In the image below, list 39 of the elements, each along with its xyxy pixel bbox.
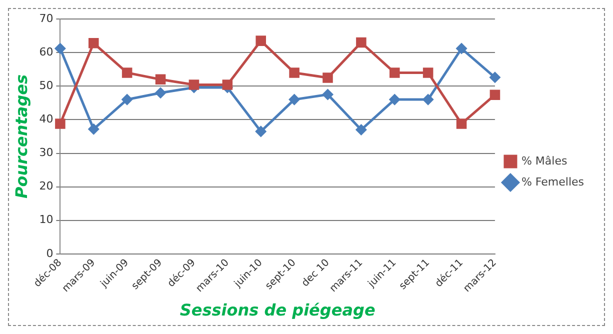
point: [389, 94, 400, 105]
point: [222, 80, 233, 90]
point: [155, 74, 166, 85]
y-tick-label: 30: [39, 146, 54, 160]
y-tick-label: 20: [39, 180, 54, 193]
y-tick-label: 60: [39, 45, 54, 58]
point: [289, 94, 300, 105]
point: [422, 94, 434, 105]
point: [322, 72, 333, 83]
point: [456, 43, 467, 54]
y-tick-label: 40: [39, 112, 54, 126]
point: [55, 118, 66, 129]
y-tick-label: 70: [39, 12, 54, 25]
y-axis-title: Pourcentages: [12, 74, 31, 198]
x-axis-title: Sessions de piégeage: [180, 300, 376, 320]
point: [122, 68, 132, 78]
x-tick-label: dec 10: [300, 257, 332, 290]
legend-label: % Mâles: [521, 154, 568, 168]
point: [54, 43, 66, 54]
point: [256, 126, 266, 137]
y-tick-label: 10: [39, 213, 54, 226]
point: [256, 36, 266, 46]
point: [356, 124, 366, 136]
legend-label: % Femelles: [521, 175, 584, 188]
point: [490, 90, 500, 100]
point: [155, 88, 166, 98]
point: [422, 68, 434, 78]
point: [456, 118, 467, 129]
point: [88, 124, 99, 134]
y-tick-label: 0: [46, 246, 54, 260]
point: [122, 94, 132, 105]
point: [389, 68, 400, 78]
point: [322, 89, 333, 100]
point: [289, 68, 300, 78]
point: [356, 37, 366, 48]
point: [188, 80, 200, 90]
y-tick-label: 50: [39, 78, 54, 92]
point: [88, 38, 99, 48]
point: [490, 72, 500, 83]
